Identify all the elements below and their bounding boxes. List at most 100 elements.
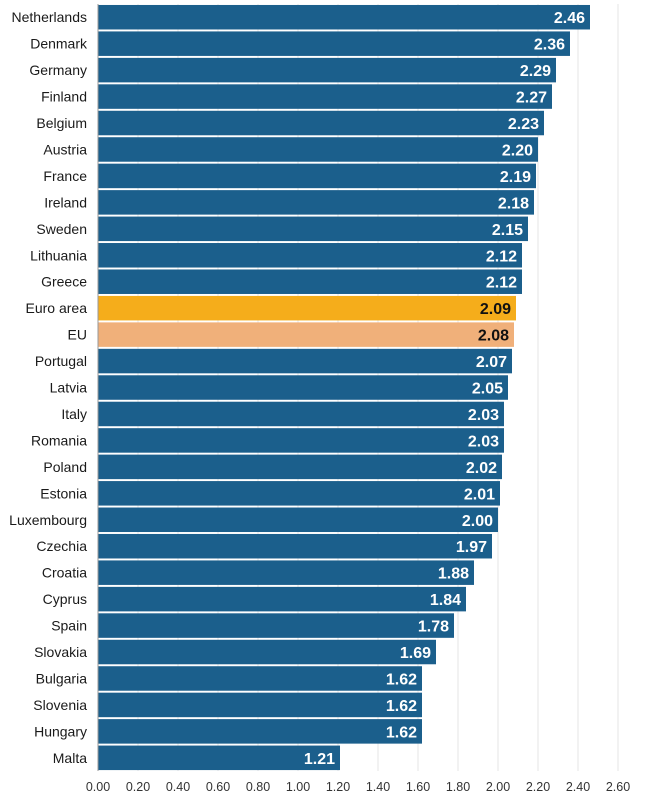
bar: [98, 4, 590, 30]
category-label: Czechia: [36, 538, 87, 554]
category-label: Lithuania: [30, 247, 87, 263]
x-tick-label: 1.00: [286, 780, 310, 794]
category-label: Finland: [41, 89, 87, 105]
value-label: 2.03: [468, 433, 499, 450]
x-tick-label: 0.40: [166, 780, 190, 794]
category-label: EU: [68, 327, 87, 343]
category-label: Malta: [53, 750, 87, 766]
category-label: Luxembourg: [9, 512, 87, 528]
bar: [98, 348, 512, 374]
bar: [98, 243, 522, 268]
x-tick-label: 2.00: [486, 780, 510, 794]
category-label: Greece: [41, 274, 87, 290]
value-label: 2.02: [466, 460, 497, 477]
bar: [98, 31, 570, 56]
x-tick-label: 2.20: [526, 780, 550, 794]
category-labels: Netherlands Denmark Germany Finland Belgium A…: [9, 9, 88, 766]
x-tick-label: 0.20: [126, 780, 150, 794]
bar: [98, 454, 502, 480]
value-label: 2.07: [476, 354, 507, 371]
value-label: 2.01: [464, 486, 495, 503]
value-label: 2.29: [520, 63, 551, 80]
bar: [98, 57, 556, 83]
bar: [98, 375, 508, 400]
value-label: 1.62: [386, 724, 417, 741]
bar: [98, 295, 516, 321]
value-label: 2.03: [468, 407, 499, 424]
value-label: 2.18: [498, 195, 529, 212]
x-tick-label: 2.60: [606, 780, 630, 794]
value-label: 1.78: [418, 619, 449, 636]
category-label: Romania: [31, 432, 87, 448]
bar: [98, 745, 340, 771]
bar: [98, 163, 536, 189]
category-label: Ireland: [44, 194, 87, 210]
category-label: Spain: [51, 618, 87, 634]
x-tick-label: 2.40: [566, 780, 590, 794]
value-label: 2.05: [472, 381, 503, 398]
value-label: 1.62: [386, 698, 417, 715]
value-label: 2.23: [508, 116, 539, 133]
category-label: Netherlands: [12, 9, 88, 25]
category-label: Slovakia: [34, 644, 87, 660]
category-label: Belgium: [36, 115, 87, 131]
category-label: Bulgaria: [36, 670, 88, 686]
category-label: Italy: [61, 406, 87, 422]
bar: [98, 110, 544, 136]
x-tick-label: 0.80: [246, 780, 270, 794]
x-tick-label: 1.40: [366, 780, 390, 794]
category-label: Latvia: [50, 380, 88, 396]
category-label: France: [43, 168, 87, 184]
category-label: Germany: [29, 62, 87, 78]
category-label: Estonia: [40, 485, 87, 501]
bar: [98, 401, 504, 427]
value-label: 2.00: [462, 513, 493, 530]
x-tick-label: 0.60: [206, 780, 230, 794]
category-label: Sweden: [36, 221, 87, 237]
bar: [98, 639, 436, 665]
category-label: Croatia: [42, 565, 87, 581]
bar: [98, 190, 534, 215]
x-tick-label: 1.60: [406, 780, 430, 794]
value-label: 2.08: [478, 328, 509, 345]
category-label: Portugal: [35, 353, 87, 369]
x-tick-label: 1.20: [326, 780, 350, 794]
category-label: Cyprus: [43, 591, 87, 607]
value-label: 2.20: [502, 142, 533, 159]
value-label: 2.19: [500, 169, 531, 186]
bar: [98, 481, 500, 506]
value-label: 1.21: [304, 751, 335, 768]
value-label: 1.62: [386, 671, 417, 688]
bar: [98, 84, 552, 109]
bar: [98, 322, 514, 347]
bar: [98, 428, 504, 453]
value-label: 1.69: [400, 645, 431, 662]
value-label: 1.88: [438, 566, 469, 583]
bar: [98, 269, 522, 294]
bar: [98, 507, 498, 533]
value-label: 2.46: [554, 10, 585, 27]
bar: [98, 137, 538, 162]
x-tick-label: 1.80: [446, 780, 470, 794]
category-label: Euro area: [26, 300, 88, 316]
bar: [98, 613, 454, 638]
bar: [98, 719, 422, 744]
bar: [98, 216, 528, 242]
value-label: 2.12: [486, 248, 517, 265]
value-labels: 2.46 2.36 2.29 2.27 2.23 2.20 2.19 2.18 2.15 2.12…: [304, 10, 585, 768]
bar: [98, 586, 466, 612]
value-label: 2.12: [486, 275, 517, 292]
category-label: Austria: [43, 141, 87, 157]
bar: [98, 560, 474, 585]
value-label: 2.36: [534, 37, 565, 54]
value-label: 1.84: [430, 592, 461, 609]
value-label: 1.97: [456, 539, 487, 556]
bar: [98, 533, 492, 559]
value-label: 2.27: [516, 90, 547, 107]
category-label: Poland: [43, 459, 87, 475]
value-label: 2.15: [492, 222, 523, 239]
x-tick-label: 0.00: [86, 780, 110, 794]
value-label: 2.09: [480, 301, 511, 318]
category-label: Slovenia: [33, 697, 87, 713]
